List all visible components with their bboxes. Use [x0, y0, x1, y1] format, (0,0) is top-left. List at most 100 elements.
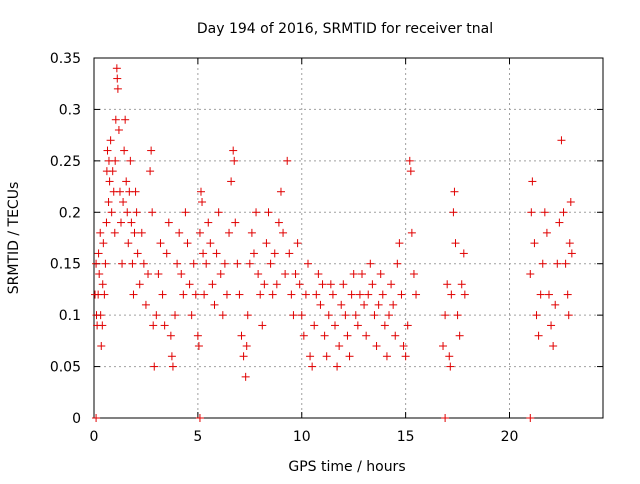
y-tick-label: 0.3	[59, 102, 81, 118]
y-tick-label: 0.2	[59, 205, 81, 221]
data-point	[549, 342, 558, 350]
data-point	[230, 156, 239, 165]
data-point	[100, 290, 109, 299]
data-point	[198, 198, 207, 206]
data-point	[353, 321, 362, 330]
data-point	[274, 218, 283, 227]
data-point	[195, 228, 204, 237]
data-point	[322, 352, 331, 361]
data-point	[225, 228, 234, 237]
data-point	[118, 259, 127, 268]
data-point	[538, 259, 547, 268]
data-point	[343, 331, 352, 340]
data-point	[110, 228, 119, 237]
data-point	[231, 218, 240, 227]
data-point	[202, 259, 211, 268]
x-tick-label: 10	[293, 429, 311, 445]
data-point	[439, 342, 448, 350]
data-point	[220, 259, 229, 268]
data-point	[249, 249, 258, 258]
data-point	[447, 290, 456, 299]
data-point	[113, 84, 122, 93]
data-point	[532, 311, 541, 320]
data-point	[449, 208, 458, 217]
data-point	[559, 208, 568, 217]
data-point	[112, 64, 121, 73]
data-point	[245, 259, 254, 268]
data-point	[177, 270, 186, 278]
data-point	[362, 331, 371, 340]
data-point	[397, 290, 406, 299]
data-point	[385, 311, 394, 320]
ticks-layer: 0 5 10 15 20 0 0.05 0.1 0.15 0.2 0.25 0.3 0.35	[50, 51, 603, 445]
data-point	[542, 228, 551, 237]
data-point	[204, 218, 213, 227]
data-point	[412, 290, 421, 299]
data-point	[555, 218, 564, 227]
data-point	[260, 280, 269, 289]
data-point	[137, 228, 146, 237]
data-point	[395, 239, 404, 248]
data-point	[129, 290, 138, 299]
data-point	[149, 321, 158, 330]
data-point	[399, 342, 408, 350]
data-point	[328, 290, 337, 299]
data-point	[318, 280, 327, 289]
data-point	[526, 414, 535, 422]
data-point	[339, 280, 348, 289]
data-point	[526, 270, 535, 278]
data-point	[242, 342, 251, 350]
data-point	[199, 249, 208, 258]
data-point	[194, 342, 203, 350]
data-point	[148, 208, 157, 217]
data-point	[206, 239, 215, 248]
data-point	[227, 177, 236, 186]
data-point	[146, 167, 155, 176]
data-point	[409, 270, 418, 278]
data-point	[262, 239, 271, 248]
data-point	[222, 290, 231, 299]
x-tick-label: 5	[193, 429, 202, 445]
data-point	[534, 331, 543, 340]
data-point	[557, 136, 566, 145]
data-point	[254, 270, 263, 278]
data-point	[285, 249, 294, 258]
data-point	[291, 270, 300, 278]
data-point	[441, 414, 450, 422]
data-point	[102, 218, 111, 227]
data-point	[372, 342, 381, 350]
data-point	[547, 321, 556, 330]
data-point	[181, 208, 190, 217]
data-point	[98, 321, 107, 330]
data-point	[200, 290, 209, 299]
data-point	[453, 311, 462, 320]
data-point	[98, 280, 107, 289]
data-point	[527, 208, 536, 217]
data-point	[104, 198, 113, 206]
data-point	[119, 198, 128, 206]
data-point	[173, 259, 182, 268]
data-point	[355, 290, 364, 299]
data-point	[103, 146, 112, 155]
data-point	[382, 352, 391, 361]
data-point	[287, 290, 296, 299]
data-point	[92, 414, 101, 422]
data-point	[333, 362, 342, 371]
data-point	[326, 280, 335, 289]
data-point	[370, 311, 379, 320]
data-point	[247, 228, 256, 237]
data-point	[443, 280, 452, 289]
y-tick-label: 0.15	[50, 257, 81, 273]
data-point	[131, 187, 140, 196]
data-point	[237, 331, 246, 340]
y-axis-label: SRMTID / TECUs	[6, 182, 22, 295]
data-point	[270, 249, 279, 258]
data-point	[243, 311, 252, 320]
data-point	[171, 311, 180, 320]
data-point	[191, 290, 200, 299]
data-point	[175, 228, 184, 237]
data-point	[193, 331, 202, 340]
data-point	[97, 342, 106, 350]
data-point	[144, 270, 153, 278]
y-tick-label: 0	[72, 411, 81, 427]
